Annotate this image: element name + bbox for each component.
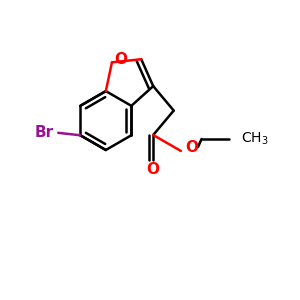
Text: O: O	[147, 162, 160, 177]
Text: CH$_3$: CH$_3$	[241, 131, 268, 147]
Text: O: O	[185, 140, 198, 154]
Text: O: O	[114, 52, 127, 68]
Text: Br: Br	[34, 125, 53, 140]
